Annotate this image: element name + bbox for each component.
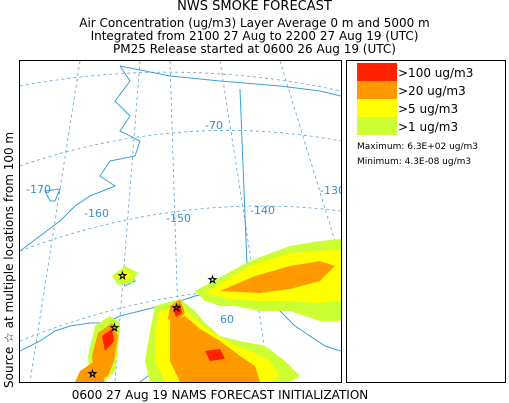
legend-label: >20 ug/m3 bbox=[398, 84, 466, 98]
legend-swatch-yellow bbox=[357, 99, 397, 117]
source-markers: ☆ ☆ ☆ ☆ ☆ bbox=[88, 271, 218, 381]
source-star-icon: ☆ bbox=[118, 271, 127, 282]
legend-minimum: Minimum: 4.3E-08 ug/m3 bbox=[357, 157, 472, 167]
side-label: Source ☆ at multiple locations from 100 … bbox=[2, 132, 16, 388]
lat-label: -70 bbox=[205, 119, 223, 132]
concentration-legend: >100 ug/m3 >20 ug/m3 >5 ug/m3 >1 ug/m3 M… bbox=[346, 60, 506, 383]
lon-label: -160 bbox=[84, 207, 109, 220]
legend-maximum: Maximum: 6.3E+02 ug/m3 bbox=[357, 142, 479, 152]
legend-swatch-red bbox=[357, 63, 397, 81]
lon-label: -170 bbox=[26, 183, 51, 196]
lon-label: -140 bbox=[250, 204, 275, 217]
legend-label: >5 ug/m3 bbox=[398, 102, 459, 116]
source-star-icon: ☆ bbox=[88, 369, 97, 380]
lon-label: -150 bbox=[166, 212, 191, 225]
source-star-icon: ☆ bbox=[172, 303, 181, 314]
legend-swatch-lime bbox=[357, 117, 397, 135]
release-start: PM25 Release started at 0600 26 Aug 19 (… bbox=[113, 42, 396, 56]
integration-period: Integrated from 2100 27 Aug to 2200 27 A… bbox=[90, 29, 419, 43]
graticule bbox=[20, 61, 341, 382]
legend-label: >1 ug/m3 bbox=[398, 120, 459, 134]
forecast-title: NWS SMOKE FORECAST bbox=[177, 0, 332, 14]
source-star-icon: ☆ bbox=[208, 275, 217, 286]
concentration-subtitle: Air Concentration (ug/m3) Layer Average … bbox=[79, 16, 430, 30]
source-star-icon: ☆ bbox=[110, 323, 119, 334]
side-label-container: Source ☆ at multiple locations from 100 … bbox=[0, 60, 18, 390]
lat-label: 60 bbox=[220, 313, 234, 326]
smoke-map: ☆ ☆ ☆ ☆ ☆ -170 -160 -150 -140 -130 -70 6… bbox=[19, 60, 342, 383]
footer-initialization: 0600 27 Aug 19 NAMS FORECAST INITIALIZAT… bbox=[71, 388, 369, 402]
smoke-plumes bbox=[75, 239, 341, 382]
legend-label: >100 ug/m3 bbox=[398, 66, 474, 80]
lon-label: -130 bbox=[320, 184, 341, 197]
legend-swatch-orange bbox=[357, 81, 397, 99]
